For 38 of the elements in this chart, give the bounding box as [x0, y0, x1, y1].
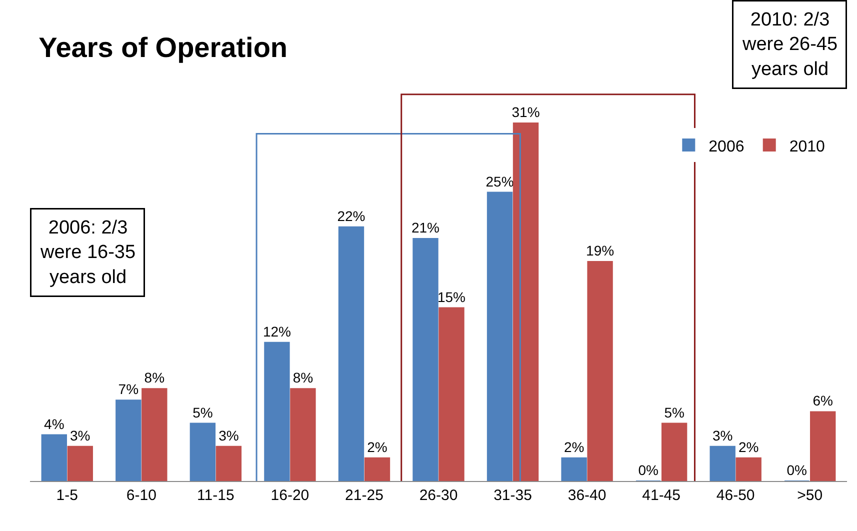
data-label: 3%	[218, 427, 239, 444]
data-label: 19%	[586, 242, 614, 259]
data-label: 25%	[486, 173, 514, 190]
x-tick-label: 36-40	[568, 487, 606, 504]
data-label: 31%	[512, 104, 540, 120]
x-tick-label: >50	[797, 487, 823, 504]
data-label: 7%	[118, 381, 139, 398]
x-tick-label: 11-15	[197, 487, 234, 504]
data-label: 5%	[192, 404, 213, 420]
annotation: 2006: 2/3 were 16-35 years old	[40, 218, 136, 288]
legend-label: 2006	[708, 138, 744, 156]
data-label: 12%	[262, 323, 291, 340]
data-label: 21%	[411, 219, 440, 236]
x-tick-label: 26-30	[419, 487, 458, 504]
x-tick-label: 21-25	[345, 487, 384, 504]
data-label: 2%	[738, 438, 759, 455]
legend-label: 2010	[789, 138, 826, 156]
data-label: 0%	[786, 462, 807, 478]
data-label: 5%	[664, 404, 684, 420]
data-label: 4%	[44, 416, 64, 432]
x-tick-label: 41-45	[642, 487, 681, 504]
x-tick-label: 1-5	[56, 487, 78, 504]
x-tick-label: 46-50	[716, 487, 755, 504]
data-label: 2%	[564, 438, 584, 455]
x-tick-label: 31-35	[494, 487, 532, 504]
data-label: 8%	[144, 370, 165, 386]
data-label: 3%	[70, 427, 90, 444]
data-label: 15%	[437, 288, 466, 305]
data-label: 2%	[367, 438, 388, 455]
x-tick-label: 6-10	[126, 487, 156, 504]
data-label: 6%	[812, 392, 833, 409]
data-label: 3%	[712, 427, 733, 444]
chart-title: Years of Operation	[38, 32, 288, 63]
text: 2010: 2/3 were 26-45 years old	[742, 10, 838, 80]
data-label: 0%	[638, 462, 658, 478]
data-label: 22%	[337, 208, 366, 224]
x-tick-label: 16-20	[270, 487, 310, 504]
data-label: 8%	[292, 370, 314, 386]
